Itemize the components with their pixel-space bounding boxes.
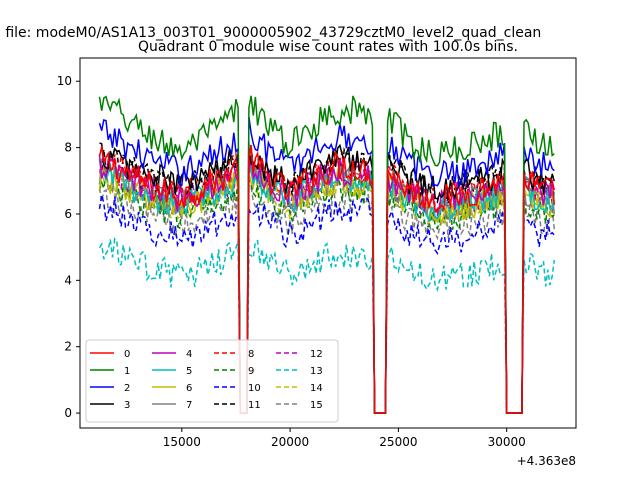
y-tick-label: 0 (64, 406, 72, 420)
legend-label-9: 9 (248, 366, 254, 377)
x-tick-label: 20000 (271, 435, 309, 449)
axes-frame (79, 57, 577, 429)
series-layer (98, 95, 556, 414)
legend-label-1: 1 (124, 366, 130, 377)
legend-label-13: 13 (310, 366, 323, 377)
legend-label-12: 12 (310, 349, 323, 360)
legend-label-7: 7 (186, 400, 192, 411)
y-tick-label: 10 (57, 74, 72, 88)
series-line-1 (98, 95, 555, 414)
series-line-0 (98, 145, 556, 414)
legend-label-6: 6 (186, 383, 192, 394)
x-offset-label: +4.363e8 (517, 454, 576, 468)
legend-label-5: 5 (186, 366, 192, 377)
y-tick-label: 4 (64, 273, 72, 287)
y-axis: 0 2 4 6 8 10 (57, 74, 80, 420)
legend-label-2: 2 (124, 383, 130, 394)
series-line-13 (98, 236, 556, 414)
x-tick-label: 15000 (163, 435, 201, 449)
x-tick-label: 30000 (488, 435, 526, 449)
x-axis: 15000 20000 25000 30000 (163, 428, 526, 449)
y-tick-label: 2 (64, 340, 72, 354)
series-line-2 (98, 116, 555, 414)
legend-frame (85, 339, 339, 423)
legend-label-0: 0 (124, 349, 130, 360)
x-tick-label: 25000 (379, 435, 417, 449)
figure-suptitle: n file: modeM0/AS1A13_003T01_9000005902_… (0, 25, 541, 41)
series-line-10 (98, 194, 555, 414)
legend-label-11: 11 (248, 400, 261, 411)
legend-label-4: 4 (186, 349, 192, 360)
legend-label-8: 8 (248, 349, 254, 360)
legend-label-15: 15 (310, 400, 323, 411)
legend-label-14: 14 (310, 383, 323, 394)
legend-label-10: 10 (248, 383, 261, 394)
y-tick-label: 8 (64, 141, 72, 155)
y-tick-label: 6 (64, 207, 72, 221)
series-line-3 (99, 142, 556, 414)
legend-label-3: 3 (124, 400, 130, 411)
chart-title: Quadrant 0 module wise count rates with … (138, 39, 518, 55)
